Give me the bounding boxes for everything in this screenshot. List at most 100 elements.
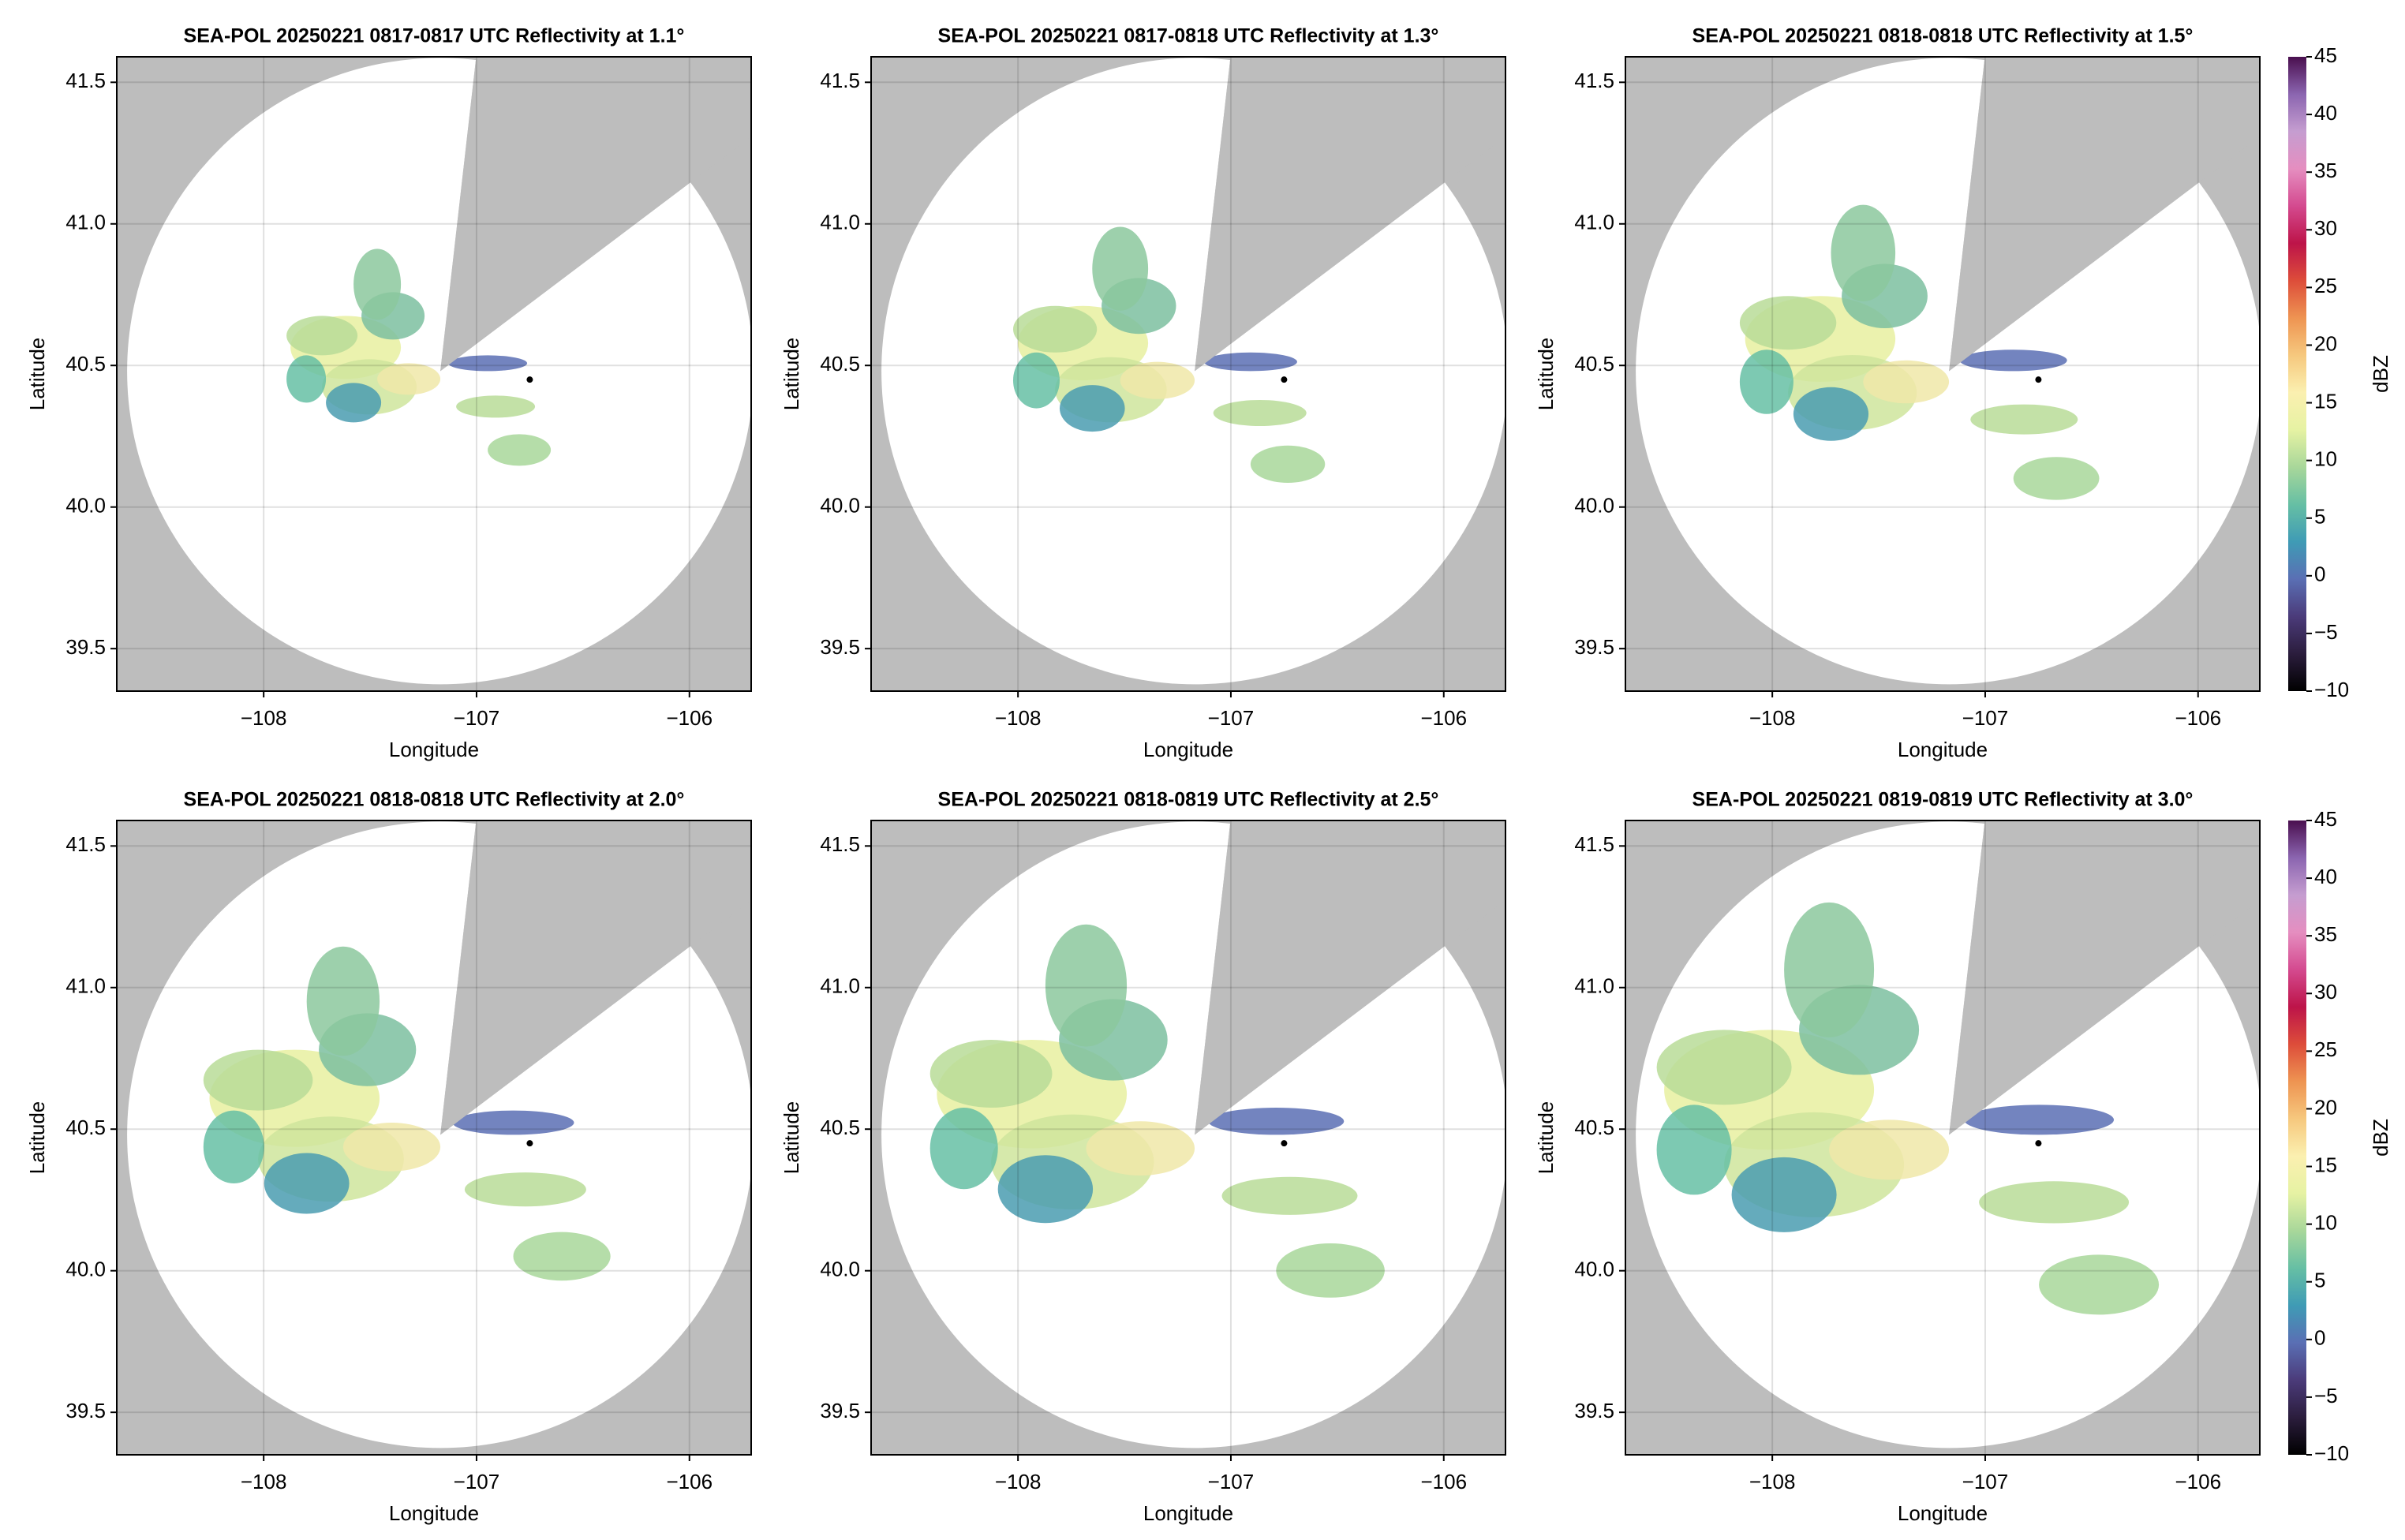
echo-area	[203, 1110, 264, 1184]
x-tick-label: −107	[1962, 1470, 2009, 1493]
colorbar-tick-label: −10	[2314, 1441, 2349, 1465]
x-axis-label: Longitude	[1898, 1501, 1988, 1525]
x-axis-label: Longitude	[1898, 738, 1988, 761]
y-tick-label: 40.0	[820, 494, 860, 518]
echo-area	[1831, 204, 1896, 302]
plot-area	[871, 57, 1505, 691]
echo-area	[1731, 1157, 1837, 1232]
site-marker	[526, 1140, 533, 1147]
echo-area	[1221, 1176, 1358, 1215]
colorbar	[2288, 57, 2306, 691]
colorbar-tick-label: 20	[2314, 331, 2337, 355]
y-tick-label: 39.5	[820, 1399, 860, 1422]
echo-area	[203, 1049, 313, 1111]
x-axis-label: Longitude	[1143, 738, 1233, 761]
x-tick-label: −107	[1208, 706, 1255, 730]
plot-frame	[116, 56, 752, 692]
colorbar-tick-label: 35	[2314, 922, 2337, 946]
colorbar-tick-label: 15	[2314, 389, 2337, 413]
echo-area	[513, 1232, 611, 1281]
echo-area	[1959, 349, 2067, 372]
x-tick-label: −108	[995, 706, 1042, 730]
x-tick-label: −106	[1420, 706, 1467, 730]
echo-area	[452, 1110, 574, 1135]
colorbar-tick-label: −5	[2314, 620, 2338, 644]
colorbar-tick-label: 45	[2314, 807, 2337, 831]
echo-area	[1059, 385, 1125, 432]
y-tick-label: 41.0	[1574, 974, 1614, 998]
colorbar-tick-label: 40	[2314, 865, 2337, 888]
panel: −108 −107 −106 39.5 40.0 40.5 41.0 41.5 SEA-POL …	[780, 25, 1506, 761]
echo-area	[464, 1172, 586, 1207]
echo-area	[1086, 1121, 1195, 1176]
x-tick-label: −106	[1420, 1470, 1467, 1493]
site-marker	[2035, 1140, 2042, 1147]
blocked-sector-mask	[440, 57, 751, 372]
colorbar-tick-label: 30	[2314, 216, 2337, 240]
y-tick-label: 40.0	[1574, 1258, 1614, 1281]
colorbar-tick-label: 5	[2314, 1269, 2325, 1292]
echo-area	[1276, 1243, 1385, 1298]
echo-area	[2013, 457, 2100, 500]
plot-area	[1625, 820, 2260, 1455]
echo-area	[2039, 1254, 2160, 1315]
y-tick-label: 40.5	[1574, 1116, 1614, 1139]
x-axis-label: Longitude	[389, 1501, 479, 1525]
x-tick-label: −108	[1749, 706, 1796, 730]
panel: −108 −107 −106 39.5 40.0 40.5 41.0 41.5 SEA-POL …	[1534, 25, 2392, 761]
colorbar-tick-label: 10	[2314, 447, 2337, 471]
echo-area	[997, 1155, 1094, 1224]
colorbar-tick-label: 20	[2314, 1095, 2337, 1119]
y-tick-label: 40.0	[1574, 494, 1614, 518]
x-tick-label: −107	[454, 706, 500, 730]
plot-frame	[1625, 820, 2261, 1456]
y-tick-label: 39.5	[820, 635, 860, 659]
colorbar-tick-label: 35	[2314, 159, 2337, 182]
echo-area	[377, 363, 441, 395]
y-tick-label: 41.5	[820, 69, 860, 92]
y-axis-label: Latitude	[25, 338, 49, 411]
colorbar-tick-label: 10	[2314, 1211, 2337, 1235]
plot-frame	[870, 56, 1506, 692]
echo-area	[1656, 1105, 1732, 1195]
panel-title: SEA-POL 20250221 0817-0818 UTC Reflectiv…	[938, 25, 1439, 47]
echo-area	[1213, 399, 1307, 427]
colorbar-tick-label: 25	[2314, 1037, 2337, 1061]
echo-area	[1970, 404, 2078, 435]
echo-area	[1793, 387, 1869, 441]
site-marker	[1281, 376, 1288, 383]
colorbar-tick-label: 15	[2314, 1153, 2337, 1176]
plot-area	[871, 820, 1505, 1455]
panel: −108 −107 −106 39.5 40.0 40.5 41.0 41.5 SEA-POL …	[1534, 789, 2392, 1525]
blocked-sector-mask	[1949, 820, 2260, 1135]
colorbar-label: dBZ	[2369, 1119, 2392, 1157]
y-tick-label: 39.5	[65, 1399, 106, 1422]
y-tick-label: 41.5	[65, 69, 106, 92]
plot-area	[117, 820, 751, 1455]
y-tick-label: 41.5	[65, 832, 106, 856]
y-tick-label: 40.5	[820, 1116, 860, 1139]
echo-area	[306, 946, 380, 1056]
blocked-sector-mask	[440, 820, 751, 1135]
y-tick-label: 41.5	[820, 832, 860, 856]
site-marker	[2035, 376, 2042, 383]
y-tick-label: 41.5	[1574, 832, 1614, 856]
plot-area	[1625, 57, 2260, 691]
echo-area	[1964, 1105, 2115, 1135]
y-axis-label: Latitude	[780, 1101, 803, 1175]
plot-area	[117, 57, 751, 691]
y-tick-label: 40.5	[65, 1116, 106, 1139]
y-tick-label: 40.5	[1574, 352, 1614, 376]
echo-area	[1203, 352, 1297, 372]
y-tick-label: 40.0	[65, 1258, 106, 1281]
x-axis-label: Longitude	[1143, 1501, 1233, 1525]
panel: −108 −107 −106 39.5 40.0 40.5 41.0 41.5 SEA-POL …	[25, 789, 752, 1525]
echo-area	[286, 316, 358, 356]
colorbar-tick-label: 45	[2314, 43, 2337, 67]
y-tick-label: 41.0	[65, 211, 106, 234]
colorbar-tick-label: 25	[2314, 274, 2337, 297]
echo-area	[1208, 1108, 1345, 1135]
blocked-sector-mask	[1195, 57, 1505, 372]
echo-area	[1863, 360, 1950, 404]
